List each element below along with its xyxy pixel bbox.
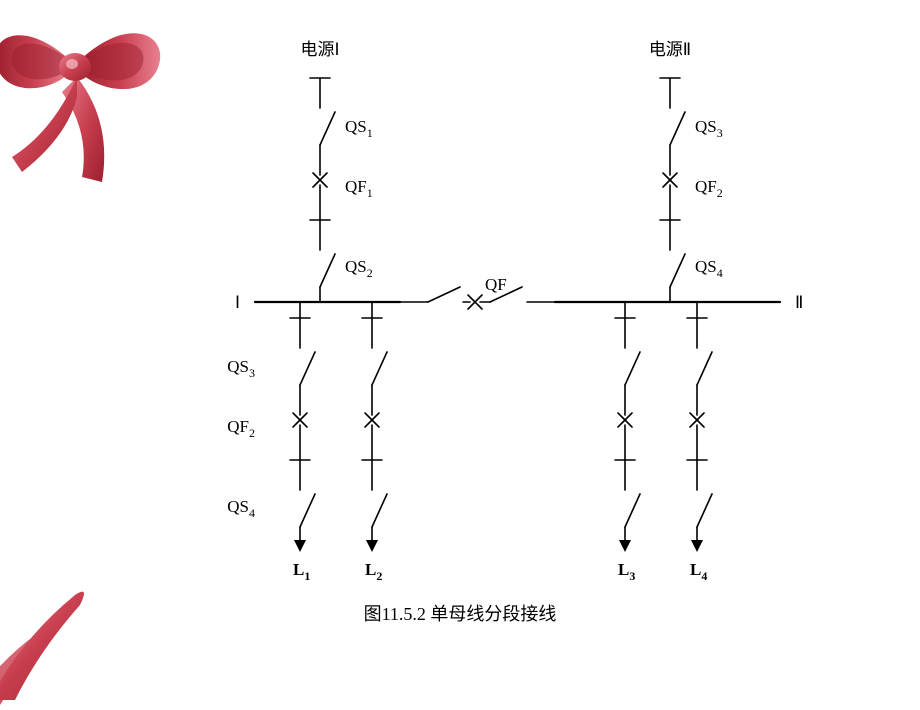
- ribbon-decoration: [0, 0, 202, 202]
- qs3b-label: QS3: [227, 357, 255, 380]
- l1-label: L1: [293, 560, 310, 583]
- qs4-label: QS4: [695, 257, 723, 280]
- l3-label: L3: [618, 560, 635, 583]
- ribbon-tail-decoration: [0, 530, 160, 710]
- qs3-label: QS3: [695, 117, 723, 140]
- source2-label: 电源Ⅱ: [649, 40, 691, 59]
- qf2-label: QF2: [695, 177, 723, 200]
- qs4b-label: QS4: [227, 497, 255, 520]
- qf2b-label: QF2: [227, 417, 255, 440]
- source1-label: 电源Ⅰ: [300, 40, 339, 59]
- bus1-label: Ⅰ: [235, 293, 240, 312]
- bus2-label: Ⅱ: [795, 293, 803, 312]
- qf-label: QF: [485, 275, 507, 294]
- qf1-label: QF1: [345, 177, 373, 200]
- qs2-label: QS2: [345, 257, 373, 280]
- qs1-label: QS1: [345, 117, 373, 140]
- l4-label: L4: [690, 560, 707, 583]
- l2-label: L2: [365, 560, 382, 583]
